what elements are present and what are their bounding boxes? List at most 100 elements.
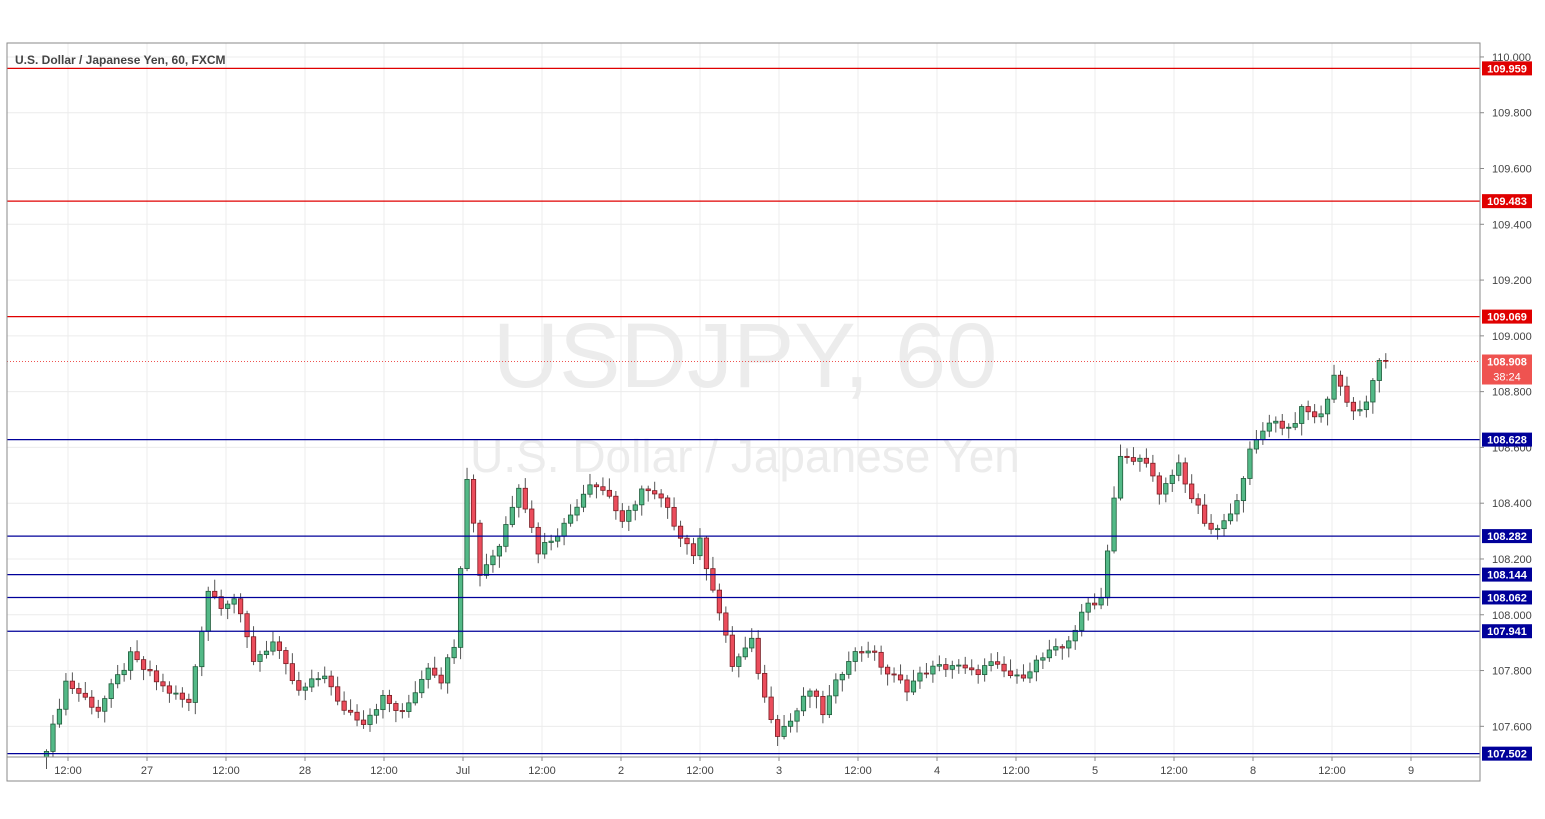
candle-up <box>1117 444 1124 501</box>
candle-up <box>956 659 962 674</box>
candle-up <box>1033 655 1040 682</box>
candle-up <box>1046 639 1052 662</box>
candle-up <box>115 664 121 689</box>
candle-down <box>813 688 820 709</box>
support-level-label: 108.282 <box>1482 529 1532 544</box>
time-tick-label: 12:00 <box>686 765 714 777</box>
time-tick-label: 4 <box>934 765 940 777</box>
candle-up <box>988 653 994 672</box>
time-tick-label: 12:00 <box>1318 765 1346 777</box>
symbol-title: U.S. Dollar / Japanese Yen, 60, FXCM <box>15 53 226 67</box>
candle-up <box>1324 396 1331 426</box>
candle-up <box>490 549 496 573</box>
candle-up <box>930 660 936 683</box>
candle-down <box>250 626 257 666</box>
time-axis[interactable]: 12:00 27 12:00 28 12:00 Jul 12:00 2 12:00 3 12:00 4… <box>54 757 1414 777</box>
candle-up <box>1098 587 1104 610</box>
time-tick-label: 2 <box>618 765 624 777</box>
svg-text:109.959: 109.959 <box>1487 63 1527 75</box>
candle-down <box>76 682 82 702</box>
candle-down <box>975 664 981 684</box>
candle-up <box>787 713 794 733</box>
candle-up <box>192 664 198 715</box>
candle-up <box>846 651 852 679</box>
candle-up <box>1299 404 1305 436</box>
svg-text:107.941: 107.941 <box>1487 626 1527 638</box>
candle-down <box>1208 514 1214 535</box>
candle-down <box>179 687 185 708</box>
candle-down <box>153 665 160 691</box>
candle-up <box>419 670 425 699</box>
candle-up <box>542 532 548 559</box>
candle-down <box>606 478 612 499</box>
candle-down <box>237 593 244 623</box>
candle-up <box>1273 416 1279 433</box>
candle-up <box>1137 454 1143 472</box>
price-tick-label: 108.000 <box>1492 610 1532 622</box>
candle-up <box>639 485 645 516</box>
candle-down <box>904 674 910 702</box>
candle-up <box>322 666 328 684</box>
candle-up <box>1072 625 1078 650</box>
svg-text:108.628: 108.628 <box>1487 435 1527 447</box>
candle-up <box>380 690 386 719</box>
candle-up <box>503 516 509 553</box>
candle-down <box>1092 593 1098 610</box>
candle-down <box>393 700 399 723</box>
candle-up <box>63 673 69 716</box>
candle-up <box>1331 364 1337 403</box>
candle-down <box>535 522 541 564</box>
candle-up <box>263 640 270 659</box>
candle-down <box>1007 659 1014 679</box>
price-tick-label: 109.200 <box>1492 275 1532 287</box>
candle-up <box>270 631 276 656</box>
candle-up <box>121 663 127 682</box>
candle-up <box>1357 400 1363 417</box>
candle-up <box>102 695 108 723</box>
candle-up <box>1292 412 1298 431</box>
candle-up <box>406 694 412 718</box>
time-tick-label: 3 <box>776 765 782 777</box>
time-tick-label: 12:00 <box>528 765 556 777</box>
time-tick-label: 12:00 <box>212 765 240 777</box>
candle-up <box>231 593 237 614</box>
last-price-value: 108.908 <box>1487 357 1527 369</box>
candle-down <box>276 636 283 659</box>
candle-up <box>910 669 917 696</box>
candle-down <box>1305 400 1311 421</box>
candle-down <box>438 667 444 690</box>
candle-down <box>341 691 347 715</box>
time-tick-label: 5 <box>1092 765 1098 777</box>
candle-up <box>257 650 263 672</box>
candle-up <box>697 528 703 561</box>
candle-down <box>522 478 528 514</box>
candle-down <box>658 489 664 508</box>
candle-down <box>134 640 140 663</box>
candle-down <box>244 610 250 648</box>
candle-down <box>1124 448 1130 464</box>
candle-down <box>296 671 302 696</box>
candle-down <box>943 657 949 677</box>
candle-down <box>160 673 166 693</box>
candle-down <box>593 482 600 499</box>
candle-down <box>1156 472 1162 505</box>
candle-up <box>632 500 638 521</box>
price-tick-label: 108.800 <box>1492 387 1532 399</box>
candle-up <box>1111 486 1117 554</box>
candle-down <box>613 490 619 520</box>
candle-up <box>43 749 50 769</box>
price-tick-label: 109.400 <box>1492 219 1532 231</box>
candle-down <box>885 664 891 686</box>
candle-down <box>477 519 483 587</box>
candle-up <box>555 528 561 548</box>
level-price-labels: 109.959 109.483 109.069 108.628 108.282 108.1… <box>1482 61 1532 761</box>
resistance-level-label: 109.483 <box>1482 194 1532 209</box>
candle-up <box>128 647 134 680</box>
candle-down <box>775 714 781 747</box>
support-level-label: 107.502 <box>1482 746 1532 761</box>
candle-down <box>962 656 968 674</box>
candle-down <box>335 676 341 706</box>
watermark-description: U.S. Dollar / Japanese Yen <box>470 430 1020 482</box>
candle-up <box>1027 662 1033 684</box>
